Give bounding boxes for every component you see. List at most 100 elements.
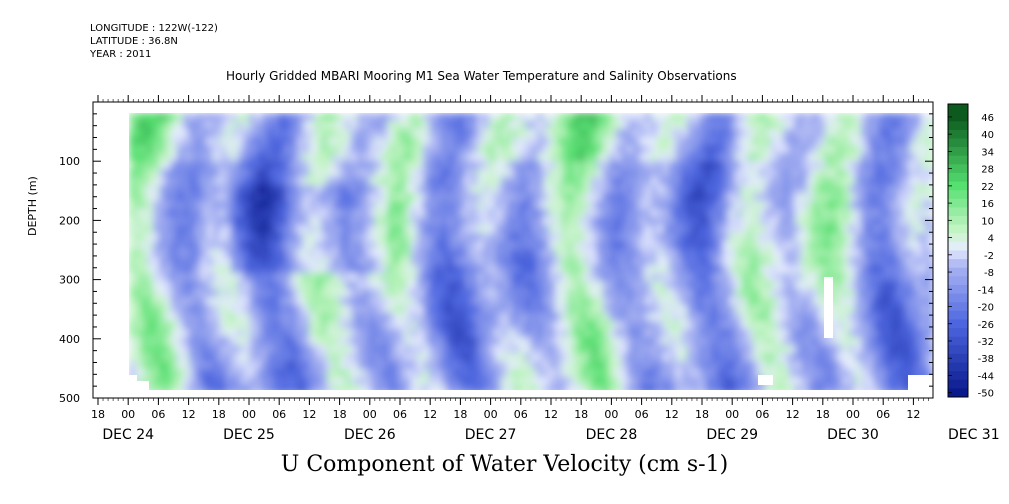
x-hour-tick-label: 12: [423, 408, 437, 421]
colorbar-swatch: [948, 345, 968, 355]
x-date-label: DEC 30: [827, 427, 879, 443]
colorbar-tick-label: -50: [978, 389, 994, 400]
colorbar-swatch: [948, 233, 968, 243]
colorbar-swatch: [948, 379, 968, 389]
x-hour-tick-label: 12: [906, 408, 920, 421]
colorbar-swatch: [948, 198, 968, 208]
x-date-label: DEC 24: [102, 427, 154, 443]
colorbar-swatch: [948, 112, 968, 122]
x-date-label: DEC 29: [706, 427, 758, 443]
colorbar-swatch: [948, 129, 968, 139]
x-hour-tick-label: 12: [182, 408, 196, 421]
y-tick-label: 200: [59, 214, 80, 227]
colorbar-swatch: [948, 267, 968, 277]
colorbar-tick-label: 46: [981, 113, 994, 124]
colorbar-swatch: [948, 190, 968, 200]
colorbar-swatch: [948, 319, 968, 329]
y-tick-label: 100: [59, 155, 80, 168]
x-hour-tick-label: 12: [786, 408, 800, 421]
x-hour-tick-label: 18: [695, 408, 709, 421]
colorbar-tick-label: -26: [978, 320, 994, 331]
x-hour-tick-label: 00: [725, 408, 739, 421]
x-hour-tick-label: 06: [635, 408, 649, 421]
colorbar-swatch: [948, 181, 968, 191]
colorbar-swatch: [948, 310, 968, 320]
colorbar-tick-label: 22: [981, 182, 994, 193]
colorbar-tick-label: 10: [981, 216, 994, 227]
x-axis-label: U Component of Water Velocity (cm s-1): [280, 452, 729, 477]
x-hour-tick-label: 00: [363, 408, 377, 421]
x-hour-tick-label: 18: [574, 408, 588, 421]
x-hour-tick-label: 00: [121, 408, 135, 421]
colorbar-swatch: [948, 207, 968, 217]
x-hour-tick-label: 06: [755, 408, 769, 421]
colorbar-swatch: [948, 284, 968, 295]
colorbar-swatch: [948, 302, 968, 312]
x-hour-tick-label: 06: [514, 408, 528, 421]
missing-data-patch: [129, 375, 137, 398]
x-hour-tick-label: 06: [272, 408, 286, 421]
x-hour-tick-label: 06: [151, 408, 165, 421]
colorbar-swatch: [948, 293, 968, 303]
colorbar-swatch: [948, 164, 968, 174]
colorbar-swatch: [948, 259, 968, 269]
colorbar-swatch: [948, 328, 968, 338]
x-hour-tick-label: 00: [846, 408, 860, 421]
x-hour-tick-label: 12: [665, 408, 679, 421]
x-hour-tick-label: 18: [816, 408, 830, 421]
x-hour-tick-label: 12: [302, 408, 316, 421]
axes: 18 00 06 12 18 00 06 12 18 00 06 12 18 00 06 12 18 00 06 12…: [59, 95, 1000, 443]
colorbar-tick-label: -44: [978, 371, 994, 382]
missing-data-patch: [908, 375, 933, 398]
colorbar-tick-label: 16: [981, 199, 994, 210]
x-date-label: DEC 27: [465, 427, 517, 443]
plot-border: [92, 101, 934, 399]
colorbar-tick-label: 34: [981, 147, 994, 158]
x-hour-tick-label: 18: [453, 408, 467, 421]
x-hour-tick-label: 12: [544, 408, 558, 421]
colorbar-swatch: [948, 155, 968, 165]
colorbar-tick-label: 40: [981, 130, 994, 141]
y-tick-label: 500: [59, 392, 80, 405]
x-hour-tick-label: 18: [91, 408, 105, 421]
colorbar-tick-label: -32: [978, 337, 994, 348]
x-date-label: DEC 28: [586, 427, 638, 443]
colorbar-swatch: [948, 276, 968, 286]
x-hour-tick-label: 06: [393, 408, 407, 421]
colorbar-swatch: [948, 216, 968, 226]
colorbar-tick-label: -38: [978, 354, 994, 365]
chart-title: Hourly Gridded MBARI Mooring M1 Sea Wate…: [226, 69, 737, 83]
x-hour-tick-label: 18: [333, 408, 347, 421]
colorbar-tick-label: -14: [978, 285, 994, 296]
colorbar-swatch: [948, 147, 968, 157]
missing-data-patch: [758, 375, 773, 385]
velocity-field: [129, 113, 933, 390]
colorbar-tick-label: -8: [984, 268, 994, 279]
y-axis-label: DEPTH (m): [26, 176, 39, 236]
x-date-label: DEC 25: [223, 427, 275, 443]
y-tick-label: 300: [59, 274, 80, 287]
colorbar-swatch: [948, 336, 968, 346]
colorbar-swatch: [948, 371, 968, 381]
colorbar-tick-label: -2: [984, 251, 994, 262]
x-hour-tick-label: 06: [876, 408, 890, 421]
colorbar-swatch: [948, 104, 968, 114]
colorbar-swatch: [948, 250, 968, 260]
colorbar-swatch: [948, 388, 968, 398]
colorbar-swatch: [948, 121, 968, 131]
colorbar: 46 40 34 28 22 16 10 4 -2 -8 -14 -20 -26 -32 -38 -44 -50: [947, 103, 994, 400]
colorbar-swatch: [948, 241, 968, 251]
colorbar-swatch: [948, 138, 968, 148]
colorbar-swatch: [948, 353, 968, 364]
year-label: YEAR : 2011: [90, 49, 152, 60]
missing-data-patch: [137, 381, 149, 398]
y-tick-label: 400: [59, 333, 80, 346]
x-hour-tick-label: 00: [484, 408, 498, 421]
latitude-label: LATITUDE : 36.8N: [90, 36, 178, 47]
longitude-label: LONGITUDE : 122W(-122): [90, 23, 218, 34]
x-date-label: DEC 31: [948, 427, 1000, 443]
missing-data-patch: [824, 277, 833, 338]
missing-data-masks: [92, 101, 934, 399]
x-date-label: DEC 26: [344, 427, 396, 443]
